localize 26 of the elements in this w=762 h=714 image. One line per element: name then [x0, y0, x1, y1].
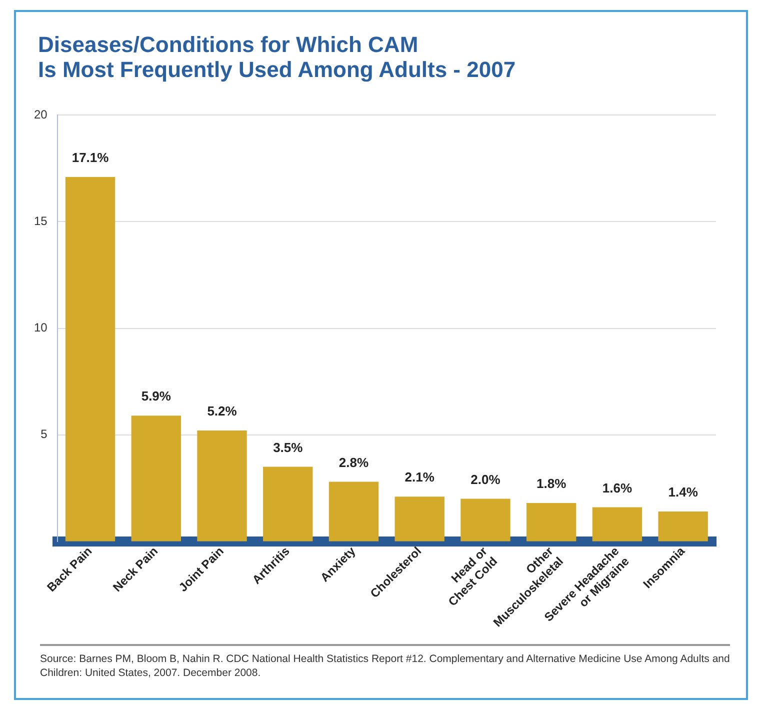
- bar: [526, 502, 576, 542]
- source-note: Source: Barnes PM, Bloom B, Nahin R. CDC National Health Statistics Report #12. Complementary and Alternative Medicine Use Among Adults and Children: United States, 2007. December 2008.: [40, 644, 730, 680]
- data-label: 2.1%: [404, 470, 435, 485]
- y-tick-label: 20: [34, 108, 48, 122]
- bar: [592, 507, 642, 542]
- bar: [394, 496, 444, 542]
- data-label: 2.0%: [470, 472, 501, 487]
- y-tick-label: 10: [34, 320, 48, 335]
- data-label: 2.8%: [338, 454, 369, 470]
- data-label: 5.2%: [207, 404, 238, 419]
- bar: [65, 176, 116, 542]
- bar: [263, 466, 313, 542]
- bar: [328, 482, 379, 542]
- data-label: 17.1%: [72, 150, 110, 166]
- y-tick-label: 15: [34, 214, 48, 228]
- bar: [131, 416, 181, 542]
- data-label: 3.5%: [273, 440, 304, 455]
- bar: [460, 498, 510, 542]
- data-label: 1.4%: [668, 484, 698, 500]
- y-tick-label: 5: [40, 427, 48, 442]
- data-label: 1.8%: [536, 476, 567, 492]
- chart-title: Diseases/Conditions for Which CAM Is Most Frequently Used Among Adults - 2007: [38, 32, 516, 82]
- data-label: 5.9%: [141, 388, 172, 404]
- data-label: 1.6%: [602, 480, 632, 496]
- bar: [658, 512, 708, 542]
- bar: [197, 430, 247, 542]
